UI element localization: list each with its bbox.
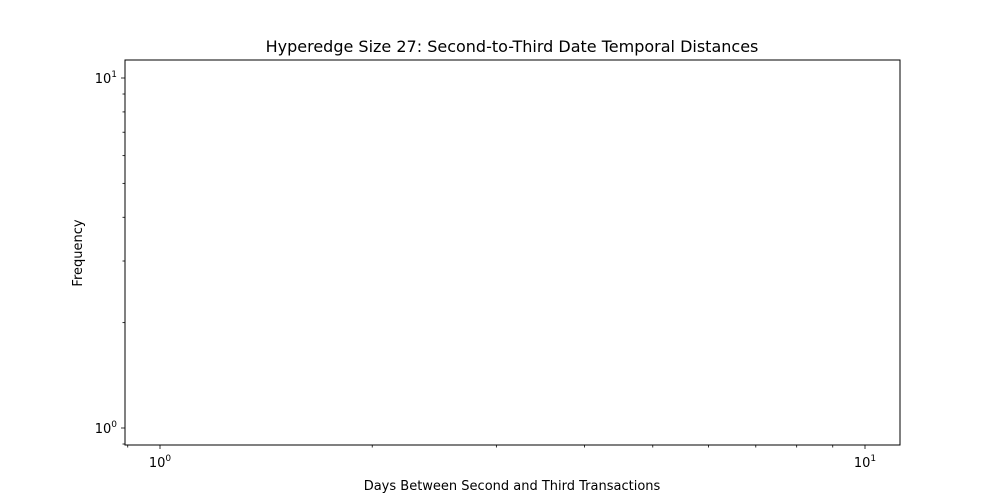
y-tick-label: 100 [95,420,118,437]
x-axis-label: Days Between Second and Third Transactio… [364,479,661,494]
chart-title: Hyperedge Size 27: Second-to-Third Date … [266,37,759,56]
x-axis-ticks [127,445,866,449]
x-axis-tick-labels: 100 101 [149,454,876,471]
x-tick-label: 101 [854,454,876,471]
plot-area [124,59,901,446]
x-tick-label: 100 [149,454,172,471]
y-axis-tick-labels: 100 101 [95,70,118,437]
y-tick-label: 101 [95,70,117,87]
y-axis-label: Frequency [71,219,86,286]
y-axis-ticks [121,77,125,445]
